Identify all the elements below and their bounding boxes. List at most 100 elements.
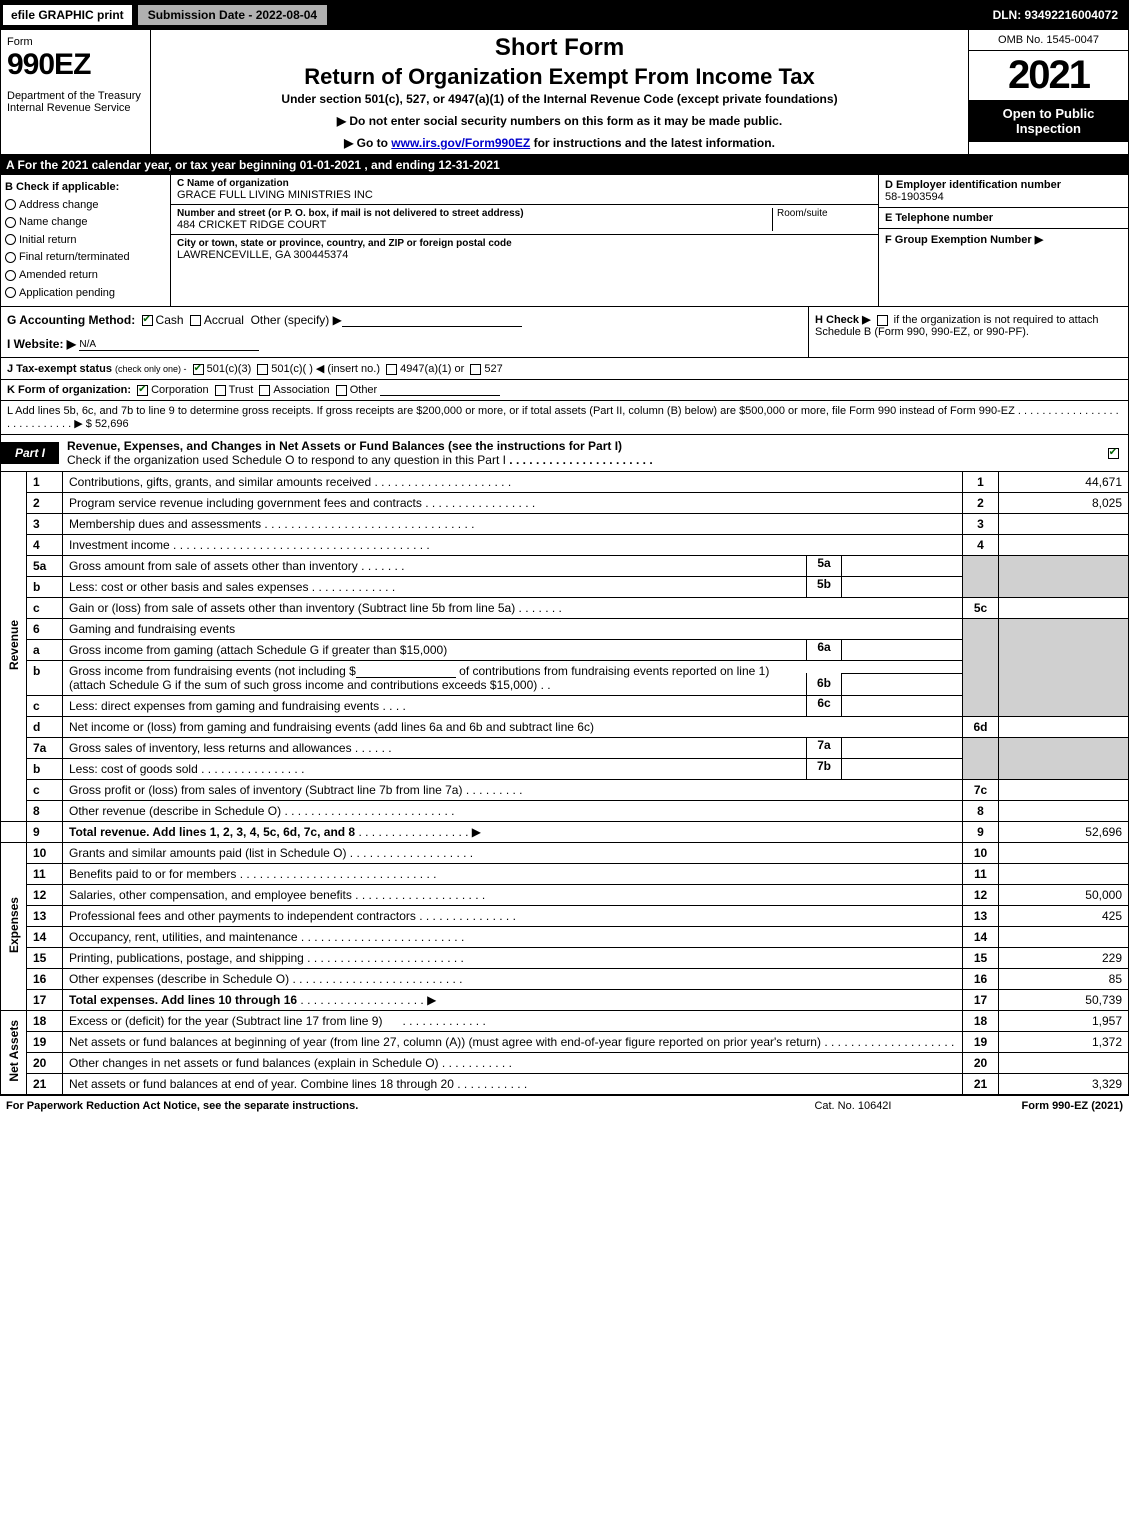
other-label: Other (specify) ▶ [251,313,342,327]
chk-initial-return[interactable]: Initial return [5,232,166,250]
header-right: OMB No. 1545-0047 2021 Open to Public In… [968,30,1128,154]
opt-association: Association [273,384,329,396]
row-a-calendar-year: A For the 2021 calendar year, or tax yea… [0,155,1129,175]
chk-other-org[interactable] [336,385,347,396]
goto-post: for instructions and the latest informat… [530,136,775,150]
chk-501c3[interactable] [193,364,204,375]
line-num: 13 [27,906,63,927]
chk-corporation[interactable] [137,385,148,396]
line-desc: Grants and similar amounts paid (list in… [63,843,963,864]
section-g: G Accounting Method: Cash Accrual Other … [1,307,808,357]
chk-527[interactable] [470,364,481,375]
chk-application-pending[interactable]: Application pending [5,285,166,303]
goto-note: ▶ Go to www.irs.gov/Form990EZ for instru… [159,136,960,150]
line-ref: 11 [963,864,999,885]
ein-label: D Employer identification number [885,179,1122,191]
header-left: Form 990EZ Department of the Treasury In… [1,30,151,154]
part1-title: Revenue, Expenses, and Changes in Net As… [59,435,1098,471]
opt-501c3: 501(c)(3) [207,363,252,375]
chk-part1-schedule-o[interactable] [1108,448,1119,459]
sub-ref: 7b [806,759,842,779]
line-ref: 6d [963,717,999,738]
telephone-label: E Telephone number [885,212,1122,224]
line-desc: Other changes in net assets or fund bala… [63,1053,963,1074]
org-name-label: C Name of organization [177,178,872,189]
line-ref: 2 [963,493,999,514]
line-desc: Net assets or fund balances at beginning… [63,1032,963,1053]
line-num: 11 [27,864,63,885]
efile-print-button[interactable]: efile GRAPHIC print [3,5,132,25]
chk-amended-return[interactable]: Amended return [5,267,166,285]
line-amount: 44,671 [999,472,1129,493]
irs-link[interactable]: www.irs.gov/Form990EZ [391,136,530,150]
line-desc: Program service revenue including govern… [63,493,963,514]
line-num: b [27,661,63,696]
line-desc: Other expenses (describe in Schedule O) … [63,969,963,990]
ein-value: 58-1903594 [885,191,1122,203]
line-num: c [27,696,63,717]
chk-association[interactable] [259,385,270,396]
column-b-checkboxes: B Check if applicable: Address change Na… [1,175,171,306]
sub-amount [842,640,962,660]
l-amount: $ 52,696 [86,418,129,430]
line-ref: 1 [963,472,999,493]
line-num: 12 [27,885,63,906]
chk-schedule-b[interactable] [877,315,888,326]
line-desc: Net income or (loss) from gaming and fun… [63,717,963,738]
chk-address-change[interactable]: Address change [5,197,166,215]
section-g-h: G Accounting Method: Cash Accrual Other … [0,307,1129,358]
page-footer: For Paperwork Reduction Act Notice, see … [0,1095,1129,1116]
line-num: 18 [27,1011,63,1032]
grey-cell [963,738,999,780]
chk-501c[interactable] [257,364,268,375]
line-desc: Other revenue (describe in Schedule O) .… [63,801,963,822]
form-ref: Form 990-EZ (2021) [1022,1100,1124,1112]
sub-amount [842,577,962,597]
line-amount: 229 [999,948,1129,969]
other-input-line[interactable] [342,326,522,327]
line-ref: 13 [963,906,999,927]
sub-ref: 7a [806,738,842,758]
chk-trust[interactable] [215,385,226,396]
line-num: 5a [27,556,63,577]
address-label: Number and street (or P. O. box, if mail… [177,208,768,219]
line-desc: Printing, publications, postage, and shi… [63,948,963,969]
line-amount [999,717,1129,738]
line-desc: Benefits paid to or for members . . . . … [63,864,963,885]
chk-final-return[interactable]: Final return/terminated [5,249,166,267]
line-ref: 10 [963,843,999,864]
line-amount: 52,696 [999,822,1129,843]
opt-501c: 501(c)( ) ◀ (insert no.) [271,363,380,375]
col-b-header: B Check if applicable: [5,179,166,197]
grey-cell [999,738,1129,780]
line-num: 14 [27,927,63,948]
chk-accrual[interactable] [190,315,201,326]
ssn-warning: ▶ Do not enter social security numbers o… [159,114,960,128]
tax-year: 2021 [969,51,1128,100]
open-inspection-badge: Open to Public Inspection [969,100,1128,142]
line-amount: 1,372 [999,1032,1129,1053]
line-num: b [27,759,63,780]
line-num: 1 [27,472,63,493]
other-org-line[interactable] [380,395,500,396]
line-ref: 12 [963,885,999,906]
line-num: 4 [27,535,63,556]
chk-name-change[interactable]: Name change [5,214,166,232]
chk-cash[interactable] [142,315,153,326]
department-label: Department of the Treasury Internal Reve… [7,90,144,114]
sub-ref: 5a [806,556,842,576]
opt-trust: Trust [229,384,254,396]
line-desc: Excess or (deficit) for the year (Subtra… [63,1011,963,1032]
line-amount [999,864,1129,885]
line-desc: Total expenses. Add lines 10 through 16 … [63,990,963,1011]
line-desc: Net assets or fund balances at end of ye… [63,1074,963,1095]
checkbox-icon [5,287,16,298]
line-num: c [27,780,63,801]
line-amount [999,843,1129,864]
chk-4947[interactable] [386,364,397,375]
submission-date-button[interactable]: Submission Date - 2022-08-04 [136,3,329,27]
j-label: J Tax-exempt status [7,363,112,375]
part1-tag: Part I [1,442,59,464]
line-num: 7a [27,738,63,759]
line-amount [999,598,1129,619]
